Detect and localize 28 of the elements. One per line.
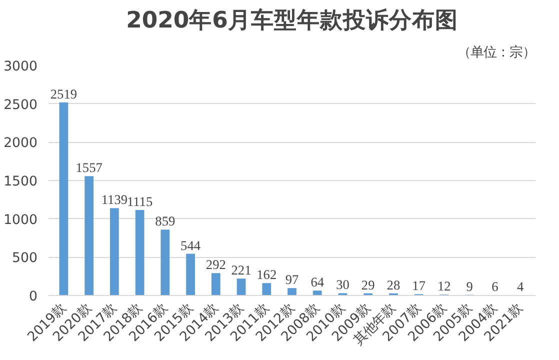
- data-label: 1139: [101, 192, 128, 208]
- data-label: 859: [155, 214, 176, 229]
- chart-title: 2020年6月车型年款投诉分布图: [126, 8, 458, 34]
- y-tick-label: 1500: [4, 174, 38, 190]
- data-label: 64: [310, 274, 324, 290]
- data-label: 17: [412, 278, 426, 294]
- y-tick-label: 1000: [4, 212, 38, 228]
- data-label: 29: [361, 277, 376, 292]
- y-tick-label: 0: [29, 290, 38, 304]
- data-label: 544: [180, 238, 201, 253]
- data-label: 28: [386, 277, 400, 292]
- data-label: 12: [438, 278, 451, 294]
- y-tick-label: 2500: [4, 98, 38, 113]
- data-label: 4: [516, 279, 524, 294]
- data-label: 1115: [126, 194, 153, 210]
- data-label: 9: [466, 278, 474, 294]
- y-tick-label: 2000: [4, 136, 38, 152]
- data-label: 162: [256, 267, 277, 282]
- data-label: 292: [206, 257, 226, 272]
- data-label: 30: [336, 277, 350, 292]
- data-label: 6: [492, 279, 499, 294]
- data-label: 97: [285, 272, 299, 288]
- y-tick-label: 3000: [4, 60, 38, 74]
- data-label: 2519: [50, 86, 78, 102]
- data-label: 221: [231, 262, 252, 278]
- chart-subtitle: （单位：宗）: [458, 44, 536, 60]
- data-label: 1557: [76, 160, 103, 176]
- y-tick-label: 500: [12, 251, 38, 266]
